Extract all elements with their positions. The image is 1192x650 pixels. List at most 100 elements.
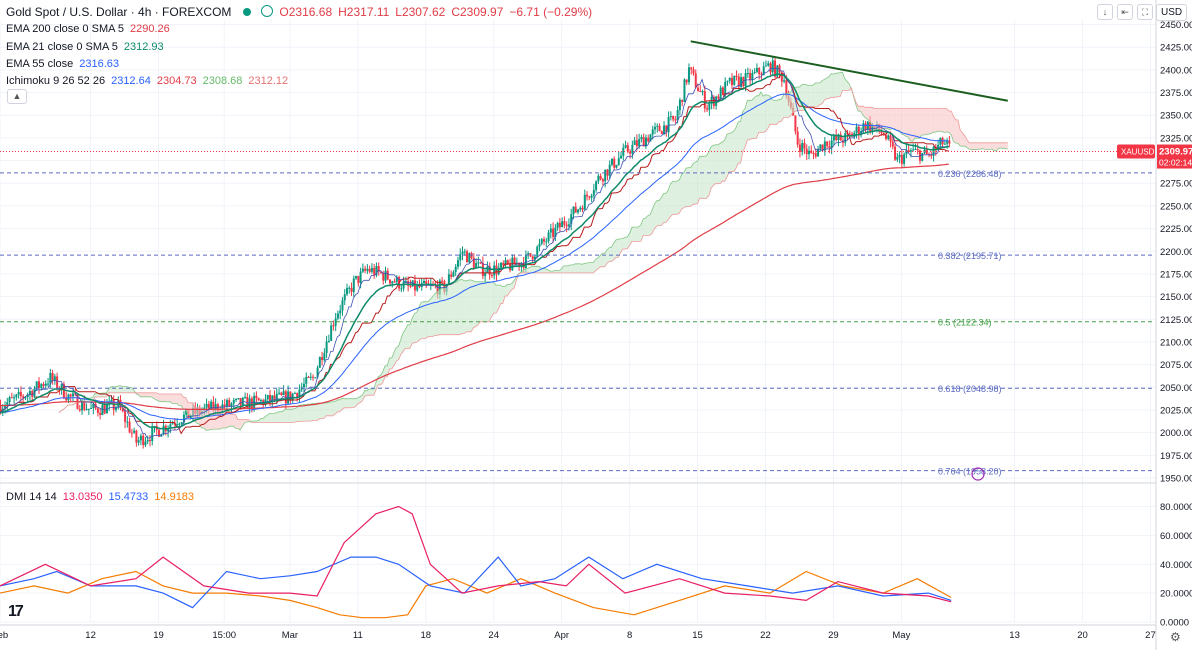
cloud-segment [659, 197, 662, 226]
candle-body [708, 103, 711, 110]
cloud-segment [910, 108, 913, 142]
candle-body [62, 384, 65, 398]
candle-body [699, 91, 702, 93]
candle-body [361, 268, 364, 272]
candle-body [839, 134, 842, 141]
cloud-segment [631, 227, 635, 242]
candle-body [47, 383, 50, 385]
candle-body [212, 401, 215, 411]
dmi-tick-label: 0.0000 [1160, 618, 1189, 629]
candle-body [805, 148, 808, 155]
cloud-segment [482, 281, 485, 322]
cloud-segment [344, 398, 347, 408]
move-down-icon[interactable]: ↓ [1097, 4, 1113, 20]
legend-ema21[interactable]: EMA 21 close 0 SMA 5 2312.93 [6, 41, 170, 53]
candle-body [330, 325, 333, 341]
candle-body [595, 181, 598, 191]
candle-body [271, 395, 274, 402]
cloud-segment [149, 392, 152, 398]
candle-body [382, 272, 385, 281]
candle-body [597, 175, 600, 182]
time-tick-label: 11 [353, 630, 363, 641]
candle-body [810, 150, 813, 154]
candle-body [558, 222, 561, 228]
cloud-segment [688, 167, 691, 207]
fib-level-label: 0.5 (2122.34) [938, 318, 992, 328]
candle-body [588, 196, 591, 198]
candle-body [581, 207, 584, 210]
candle-body [423, 280, 425, 284]
cloud-segment [674, 180, 678, 215]
cloud-segment [749, 100, 752, 140]
legend-ichimoku[interactable]: Ichimoku 9 26 52 26 2312.64 2304.73 2308.68… [6, 75, 294, 87]
candle-body [71, 393, 74, 397]
settings-gear-icon[interactable]: ⚙ [1170, 630, 1181, 644]
candle-body [81, 401, 84, 411]
cloud-segment [896, 108, 900, 131]
cloud-segment [95, 393, 98, 398]
tradingview-logo[interactable]: 17 [8, 603, 24, 620]
candle-body [724, 81, 727, 96]
symbol-title[interactable]: Gold Spot / U.S. Dollar · 4h · FOREXCOM [6, 5, 232, 19]
candle-body [409, 285, 412, 287]
cloud-segment [181, 393, 184, 410]
legend-dmi[interactable]: DMI 14 14 13.0350 15.4733 14.9183 [6, 491, 200, 503]
candle-body [746, 72, 749, 74]
maximize-icon[interactable]: ⛶ [1137, 4, 1153, 20]
cloud-segment [457, 279, 460, 335]
candle-body [237, 398, 240, 400]
cloud-segment [240, 419, 243, 431]
candle-body [466, 251, 469, 263]
currency-selector[interactable]: USD [1156, 4, 1188, 21]
cloud-segment [606, 247, 610, 264]
candle-body [500, 263, 502, 268]
price-tick-label: 2250.00 [1160, 201, 1192, 212]
candle-body [248, 398, 251, 409]
cloud-segment [563, 265, 567, 273]
dmi-tick-label: 60.0000 [1160, 531, 1192, 542]
candle-body [302, 383, 305, 388]
candle-body [96, 408, 99, 413]
cloud-segment [280, 411, 284, 423]
cloud-segment [740, 111, 743, 164]
cloud-segment [561, 265, 564, 273]
candle-body [690, 67, 693, 70]
cloud-segment [572, 263, 576, 273]
cloud-segment [969, 142, 972, 150]
collapse-legend-button[interactable]: ▲ [7, 89, 27, 104]
cloud-segment [776, 99, 780, 125]
candle-body [848, 133, 851, 135]
legend-ema200[interactable]: EMA 200 close 0 SMA 5 2290.26 [6, 23, 176, 35]
dmi-minus-value: 14.9183 [154, 491, 195, 503]
cloud-segment [600, 253, 603, 267]
cloud-segment [452, 282, 456, 335]
cloud-segment [924, 108, 927, 136]
cloud-segment [464, 280, 467, 334]
ichimoku-conversion-line [0, 67, 949, 439]
cloud-segment [593, 259, 596, 273]
cloud-segment [203, 409, 207, 431]
legend-ema55[interactable]: EMA 55 close 2316.63 [6, 58, 125, 70]
cloud-segment [554, 270, 558, 273]
cloud-segment [840, 72, 843, 97]
cloud-segment [532, 266, 535, 273]
candle-body [158, 429, 161, 437]
candle-body [905, 150, 908, 155]
cloud-segment [649, 209, 653, 236]
cloud-segment [944, 108, 947, 133]
price-tick-label: 2225.00 [1160, 224, 1192, 235]
candle-body [289, 391, 292, 401]
collapse-pane-icon[interactable]: ⇤ [1117, 4, 1133, 20]
cloud-segment [493, 282, 496, 314]
candle-body [887, 135, 890, 139]
ichimoku-span-a: 2308.68 [202, 75, 243, 87]
cloud-segment [339, 398, 342, 412]
visibility-icon[interactable] [261, 5, 274, 17]
cloud-segment [885, 108, 888, 129]
dmi-adx-line [0, 505, 952, 603]
cloud-segment [346, 398, 349, 408]
ichimoku-span-b: 2312.12 [248, 75, 289, 87]
candle-body [477, 262, 480, 264]
candle-body [343, 294, 346, 301]
